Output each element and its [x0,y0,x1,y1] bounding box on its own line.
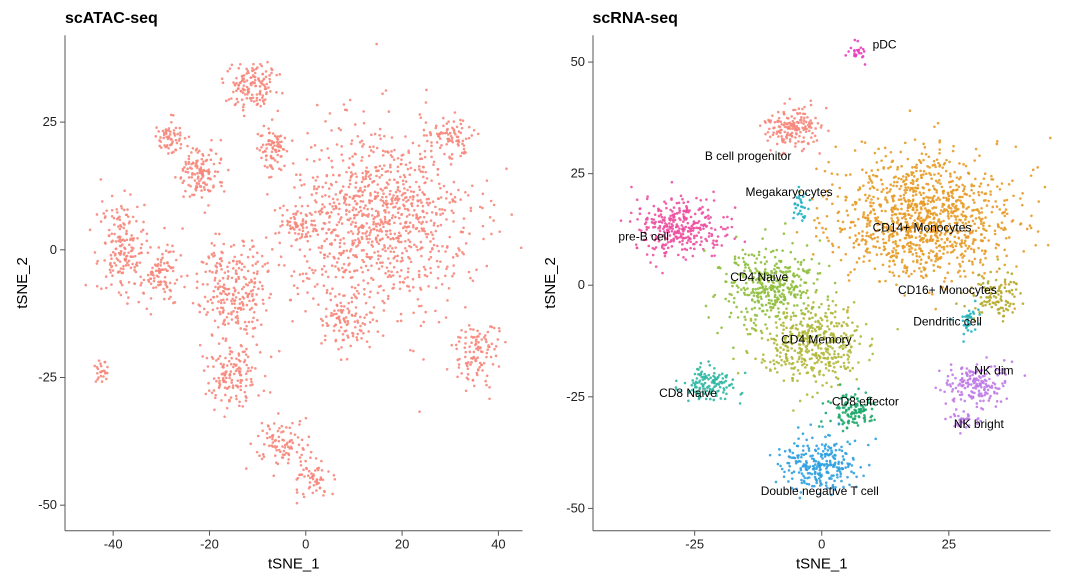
cluster-label: B cell progenitor [704,149,791,163]
figure: scATAC-seq -40-2002040-50-25025tSNE_1tSN… [0,0,1065,586]
plot-area-atac: -40-2002040-50-25025tSNE_1tSNE_2 [65,35,523,531]
svg-rna: -25025-50-2502550tSNE_1tSNE_2pDCB cell p… [593,35,1051,531]
svg-text:25: 25 [43,114,57,129]
svg-text:-25: -25 [38,369,57,384]
svg-text:0: 0 [50,242,57,257]
svg-text:-50: -50 [38,497,57,512]
svg-text:-20: -20 [200,537,219,552]
cluster-label: CD8 effector [831,395,898,409]
svg-atac: -40-2002040-50-25025tSNE_1tSNE_2 [65,35,523,531]
cluster-label: pre-B cell [618,230,669,244]
cluster-label: Megakaryocytes [745,185,832,199]
panel-title-atac: scATAC-seq [65,10,158,28]
panel-scrna: scRNA-seq -25025-50-2502550tSNE_1tSNE_2p… [538,10,1056,576]
plot-area-rna: -25025-50-2502550tSNE_1tSNE_2pDCB cell p… [593,35,1051,531]
panel-scatac: scATAC-seq -40-2002040-50-25025tSNE_1tSN… [10,10,528,576]
svg-text:40: 40 [491,537,505,552]
svg-text:tSNE_2: tSNE_2 [14,257,31,309]
cluster-label: pDC [872,38,896,52]
svg-text:-40: -40 [104,537,123,552]
svg-text:0: 0 [302,537,309,552]
svg-text:tSNE_1: tSNE_1 [268,556,320,573]
panel-title-rna: scRNA-seq [593,10,678,28]
svg-text:20: 20 [395,537,409,552]
